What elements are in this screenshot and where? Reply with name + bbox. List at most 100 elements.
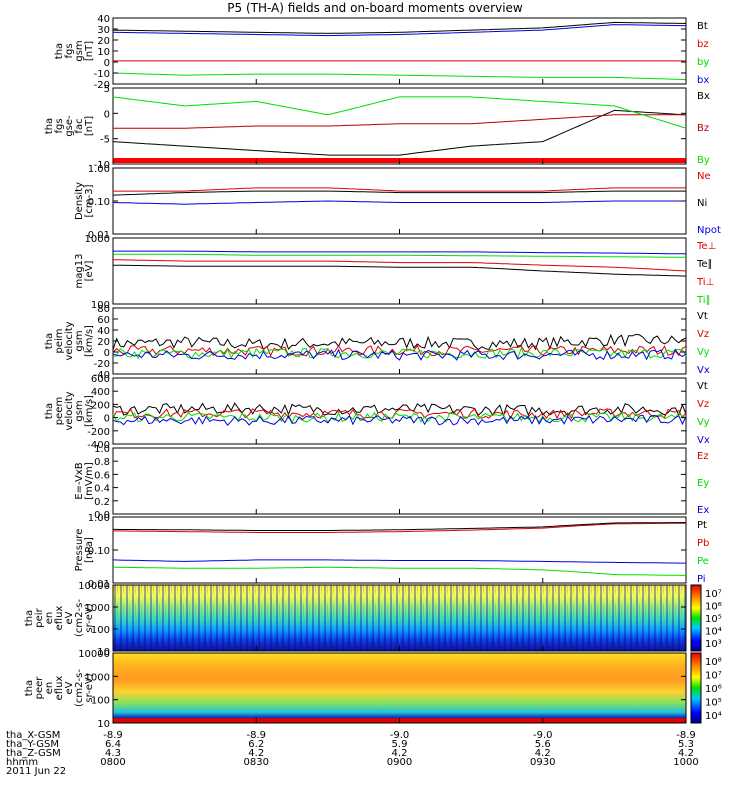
y-tick-label: 600 xyxy=(91,374,110,385)
footer-value: 4.2 xyxy=(248,748,264,759)
y-tick-label: 30 xyxy=(97,25,110,36)
y-tick-label: -200 xyxy=(87,427,110,438)
y-tick-label: 400 xyxy=(91,387,110,398)
series-line-fgs-gse-fac-bx-4 xyxy=(112,109,687,156)
series-line-pressure-pb-22 xyxy=(113,522,686,533)
series-line-density-npot-9 xyxy=(112,200,686,205)
colorbar-tick-label: 10⁷ xyxy=(705,671,722,682)
y-axis-label: [mV/m] xyxy=(84,462,95,500)
legend-entry: Vz xyxy=(697,399,709,410)
legend-entry: Bx xyxy=(697,91,710,102)
panel-frame-fgs-gsm xyxy=(112,17,687,85)
y-tick-label: 40 xyxy=(97,14,110,25)
y-axis-label: gsm xyxy=(74,400,85,421)
footer-value: 5.6 xyxy=(535,739,551,750)
footer-value: 4.2 xyxy=(535,748,551,759)
spectrogram-peir xyxy=(112,584,687,652)
footer-value: 4.2 xyxy=(678,748,694,759)
y-axis-label: tha xyxy=(44,403,55,419)
colorbar-tick-label: 10⁵ xyxy=(705,698,722,709)
series-line-density-ni-8 xyxy=(112,190,686,196)
y-axis-label: tha xyxy=(54,43,65,59)
footer-value: -9.0 xyxy=(533,730,553,741)
legend-entry: Vx xyxy=(697,365,710,376)
series-line-temperature-ti-11 xyxy=(113,253,686,258)
legend-entry: Vx xyxy=(697,435,710,446)
footer-row-label: tha_X-GSM xyxy=(6,730,60,741)
y-axis-label: en xyxy=(44,612,55,625)
y-axis-label: gsm xyxy=(74,330,85,351)
panel-frame-fgs-gse-fac xyxy=(112,87,687,165)
colorbar-tick-label: 10⁷ xyxy=(705,589,722,600)
y-axis-label: [cm-3] xyxy=(84,184,95,217)
y-axis-label: Density xyxy=(74,182,85,220)
series-line-fgs-gsm-bt-0 xyxy=(112,21,687,34)
legend-entry: Ez xyxy=(697,451,709,462)
y-axis-label: tha xyxy=(24,680,35,696)
y-axis-label: gsm xyxy=(74,40,85,61)
footer-row-label: tha_Z-GSM xyxy=(6,748,61,759)
footer-value: 4.3 xyxy=(105,748,121,759)
legend-entry: By xyxy=(697,155,710,166)
y-axis-label: [nT] xyxy=(84,116,95,136)
legend-entry: bz xyxy=(697,39,709,50)
footer-value: 6.4 xyxy=(105,739,121,750)
colorbar-peer xyxy=(690,652,702,724)
legend-entry: Ti⊥ xyxy=(696,277,714,288)
y-tick-label: 0 xyxy=(104,58,110,69)
footer-row-label: hhmm xyxy=(6,757,38,768)
y-tick-label: 100 xyxy=(91,625,110,636)
colorbar-tick-label: 10⁵ xyxy=(705,614,722,625)
y-tick-label: -400 xyxy=(87,440,110,451)
legend-entry: Te⊥ xyxy=(696,241,716,252)
series-line-pressure-pi-24 xyxy=(112,559,686,564)
y-tick-label: 1.00 xyxy=(88,513,110,524)
y-axis-label: peem xyxy=(54,397,65,425)
y-tick-label: -10 xyxy=(94,160,110,171)
colorbar-tick-label: 10⁶ xyxy=(705,684,722,695)
legend-entry: Pi xyxy=(697,574,706,585)
footer-value: 6.2 xyxy=(248,739,264,750)
legend-entry: by xyxy=(697,57,709,68)
y-axis-label: eV xyxy=(64,681,75,694)
series-line-fgs-gse-fac-by-6 xyxy=(112,96,687,129)
y-axis-label: E=-VxB xyxy=(74,462,85,499)
y-tick-label: 1000 xyxy=(85,603,110,614)
y-tick-label: 0.4 xyxy=(94,484,110,495)
footer-value: 0930 xyxy=(530,757,555,768)
y-tick-label: -40 xyxy=(94,370,110,381)
panel-frame-temperature xyxy=(112,237,687,305)
legend-entry: Bz xyxy=(697,123,709,134)
y-axis-label: velocity xyxy=(64,391,75,430)
footer-value: 0830 xyxy=(244,757,269,768)
y-axis-label: fgs xyxy=(54,118,65,133)
legend-entry: Vt xyxy=(697,311,708,322)
y-axis-label: velocity xyxy=(64,321,75,360)
series-line-fgs-gsm-by-3 xyxy=(112,72,687,81)
series-line-peim-velocity-vy-16 xyxy=(112,346,687,360)
y-axis-label: gse- xyxy=(64,115,75,137)
legend-entry: Pe xyxy=(697,556,709,567)
y-tick-label: 40 xyxy=(97,326,110,337)
series-line-peem-velocity-vx-21 xyxy=(112,414,687,426)
colorbar-peir xyxy=(690,584,702,652)
y-axis-label: [nT] xyxy=(84,41,95,61)
y-tick-label: -20 xyxy=(94,359,110,370)
colorbar-tick-label: 10⁴ xyxy=(705,711,722,722)
footer-value: -8.9 xyxy=(676,730,696,741)
y-axis-label: tha xyxy=(44,118,55,134)
panel-frame-peem-velocity xyxy=(112,377,687,445)
footer-value: -8.9 xyxy=(103,730,123,741)
y-axis-label: [nPa] xyxy=(84,537,95,563)
ticks-layer: 403020100-10-2050-5-101.000.100.01100010… xyxy=(78,14,722,730)
y-tick-label: 0 xyxy=(104,348,110,359)
footer-value: 5.3 xyxy=(678,739,694,750)
colorbar-tick-label: 10⁸ xyxy=(705,657,722,668)
y-tick-label: -20 xyxy=(94,80,110,91)
legend-entry: Vt xyxy=(697,381,708,392)
legend-entry: Te∥ xyxy=(696,259,713,270)
legend-entry: Ni xyxy=(697,198,707,209)
y-axis-label: fgs xyxy=(64,43,75,58)
